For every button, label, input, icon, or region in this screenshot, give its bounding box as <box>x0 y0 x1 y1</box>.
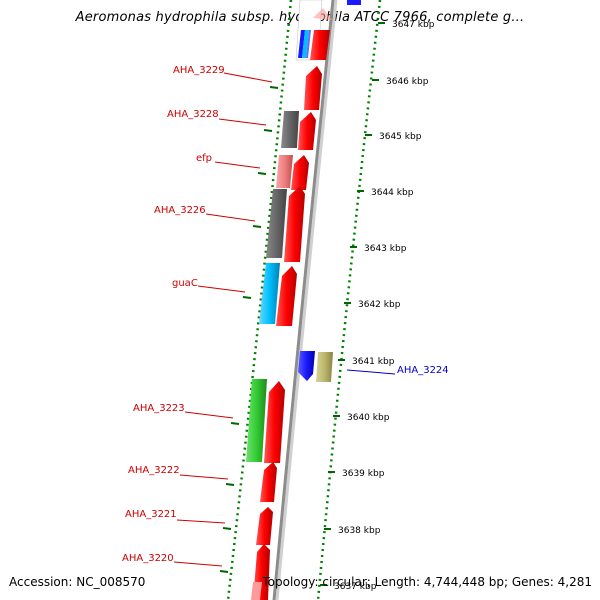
gene-arrow-aha3221 <box>256 507 273 545</box>
gene-label[interactable]: efp <box>196 153 212 164</box>
ring-tick <box>222 527 232 530</box>
scale-label: 3646 kbp <box>386 77 429 87</box>
scale-label: 3639 kbp <box>342 469 385 479</box>
gene-arrow-aha3223 <box>264 381 285 463</box>
scale-label: 3641 kbp <box>352 357 395 367</box>
gene-label[interactable]: AHA_3229 <box>173 65 225 76</box>
gene-label[interactable]: AHA_3228 <box>167 109 219 120</box>
ring-tick <box>230 422 240 425</box>
gene-arrow-guac <box>276 266 297 326</box>
gene-leader-line <box>184 411 234 419</box>
scale-ticks <box>320 22 385 586</box>
gene-box-gray-2 <box>266 189 287 258</box>
scale-label: 3642 kbp <box>358 300 401 310</box>
ring-tick <box>252 225 262 228</box>
gene-leader-line <box>173 561 223 567</box>
gene-label[interactable]: guaC <box>172 278 198 289</box>
backbone-line <box>272 0 335 600</box>
gene-arrow-aha3222 <box>260 462 277 502</box>
gene-box-pink <box>276 155 293 188</box>
gene-box-cyan <box>259 263 280 324</box>
scale-label: 3637 kbp <box>334 582 377 592</box>
gene-leader-line <box>218 118 267 126</box>
gene-leader-line <box>205 213 256 222</box>
gene-leader-line <box>214 161 261 169</box>
gene-arrow-aha3226 <box>284 186 305 262</box>
scale-label: 3640 kbp <box>347 413 390 423</box>
gene-leader-line <box>197 285 246 293</box>
gene-arrow-aha3229 <box>304 66 322 110</box>
scale-label: 3643 kbp <box>364 244 407 254</box>
topology-summary: Topology: circular; Length: 4,744,448 bp… <box>262 575 592 589</box>
feature-top-blue <box>347 0 361 5</box>
scale-label: 3647 kbp <box>392 20 435 30</box>
ring-tick <box>263 129 273 132</box>
gene-label[interactable]: AHA_3224 <box>397 365 449 376</box>
ring-tick <box>219 570 229 573</box>
ring-tick <box>269 86 279 89</box>
gene-leader-line <box>346 369 396 375</box>
outer-ring-left <box>226 0 293 600</box>
gene-leader-line <box>223 72 273 83</box>
gene-box-khaki-aha3224 <box>316 352 333 382</box>
gene-leader-line <box>179 474 229 480</box>
gene-arrow-reverse-blue <box>298 351 315 381</box>
ring-tick <box>242 296 252 299</box>
gene-label[interactable]: AHA_3220 <box>122 553 174 564</box>
scale-label: 3638 kbp <box>338 526 381 536</box>
backbone-outer <box>275 0 338 600</box>
gene-label[interactable]: AHA_3222 <box>128 465 180 476</box>
gene-label[interactable]: AHA_3223 <box>133 403 185 414</box>
gene-box-gray-1 <box>281 111 299 148</box>
accession-text: Accession: NC_008570 <box>9 575 146 589</box>
scale-labels: 3647 kbp 3646 kbp 3645 kbp 3644 kbp 3643 kbp… <box>334 20 435 592</box>
gene-arrow-efp <box>291 155 309 190</box>
scale-label: 3645 kbp <box>379 132 422 142</box>
gene-arrow-aha3228 <box>298 112 316 150</box>
gene-label[interactable]: AHA_3221 <box>125 509 177 520</box>
gene-leader-line <box>176 519 226 524</box>
scale-label: 3644 kbp <box>371 188 414 198</box>
gene-box-green <box>246 379 267 462</box>
gene-arrow-top <box>310 8 332 60</box>
gene-box-bottom-pink <box>251 582 262 600</box>
ring-tick <box>225 483 235 486</box>
gene-label[interactable]: AHA_3226 <box>154 205 206 216</box>
ring-tick <box>257 172 267 175</box>
outer-ring-right <box>316 0 382 600</box>
